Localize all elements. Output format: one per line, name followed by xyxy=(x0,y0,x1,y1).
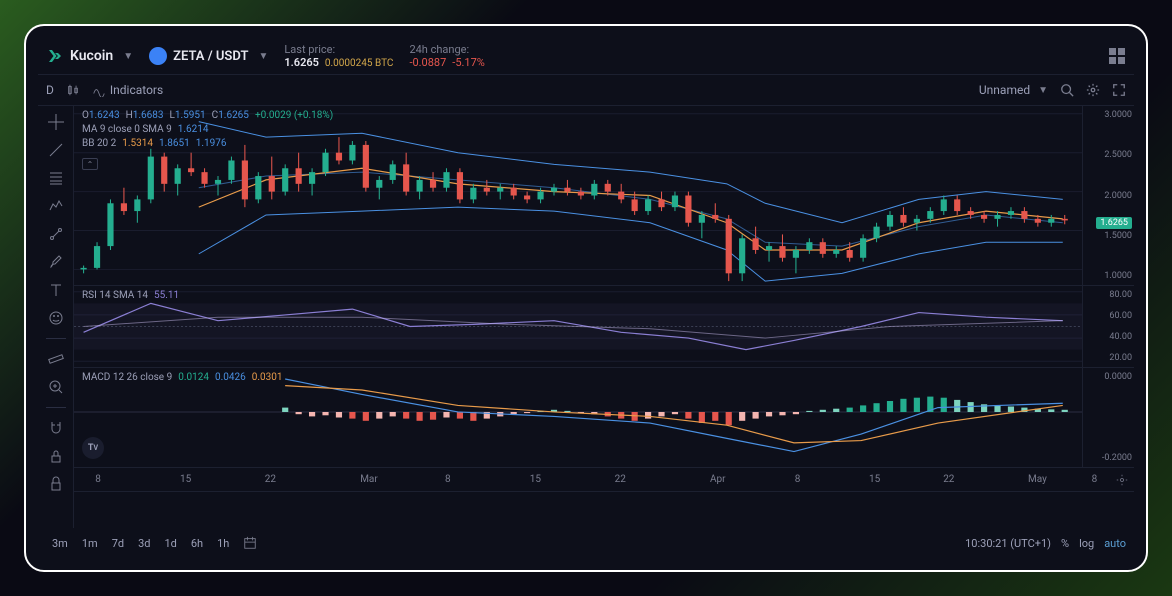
exchange-name: Kucoin xyxy=(70,48,113,64)
xaxis-label: Apr xyxy=(710,474,726,485)
chevron-down-icon: ▼ xyxy=(123,51,133,62)
last-price-label: Last price: xyxy=(284,43,393,56)
xaxis-label: 22 xyxy=(943,474,954,485)
magnet-icon[interactable] xyxy=(48,420,64,436)
indicators-button[interactable]: Indicators xyxy=(92,83,163,97)
emoji-icon[interactable] xyxy=(48,310,64,326)
rsi-chart[interactable]: RSI 14 SMA 1455.11 80.0060.0040.0020.00 xyxy=(74,286,1134,368)
trading-pair: ZETA / USDT xyxy=(173,49,248,64)
range-6h[interactable]: 6h xyxy=(185,535,209,552)
price-chart[interactable]: O1.6243 H1.6683 L1.5951 C1.6265 +0.0029 … xyxy=(74,106,1134,286)
xaxis-label: 22 xyxy=(615,474,626,485)
change-stat: 24h change: -0.0887 -5.17% xyxy=(409,43,484,69)
last-price-value: 1.6265 xyxy=(284,56,319,69)
last-price-btc: 0.0000245 BTC xyxy=(325,58,394,69)
separator xyxy=(46,338,66,339)
time-axis[interactable]: 81522Mar81522Apr81522May815 xyxy=(74,468,1134,492)
fx-icon xyxy=(92,83,106,97)
lock-icon[interactable] xyxy=(48,476,64,492)
range-1d[interactable]: 1d xyxy=(158,535,182,552)
zoom-icon[interactable] xyxy=(48,379,64,395)
macd-yaxis[interactable]: 0.0000-0.2000 xyxy=(1082,368,1134,467)
kucoin-logo-icon xyxy=(46,47,64,65)
range-1h[interactable]: 1h xyxy=(211,535,235,552)
layout-name[interactable]: Unnamed▼ xyxy=(979,83,1048,97)
price-yaxis[interactable]: 3.00002.50002.00001.50001.00001.6265 xyxy=(1082,106,1134,285)
separator xyxy=(46,407,66,408)
auto-toggle[interactable]: auto xyxy=(1104,537,1126,550)
xaxis-label: Mar xyxy=(360,474,378,485)
xaxis-label: 15 xyxy=(180,474,191,485)
ruler-icon[interactable] xyxy=(48,351,64,367)
fullscreen-icon[interactable] xyxy=(1112,83,1126,97)
bb-readout: BB 20 2 1.5314 1.8651 1.1976 xyxy=(82,138,227,149)
change-pct: -5.17% xyxy=(452,56,485,69)
price-svg xyxy=(74,106,1082,285)
chart-frame: Kucoin ▼ ZETA / USDT ▼ Last price: 1.626… xyxy=(24,24,1148,572)
crosshair-icon[interactable] xyxy=(48,114,64,130)
current-price-tag: 1.6265 xyxy=(1096,217,1132,229)
range-7d[interactable]: 7d xyxy=(106,535,130,552)
drawing-toolbar xyxy=(38,106,74,528)
trendline-icon[interactable] xyxy=(48,142,64,158)
xaxis-label: 8 xyxy=(95,474,101,485)
pct-toggle[interactable]: % xyxy=(1061,537,1069,550)
lock-drawing-icon[interactable] xyxy=(48,448,64,464)
layout-grid-icon[interactable] xyxy=(1108,47,1126,65)
chart-toolbar: D Indicators Unnamed▼ xyxy=(38,74,1134,106)
fib-icon[interactable] xyxy=(48,170,64,186)
exchange-selector[interactable]: Kucoin ▼ xyxy=(46,47,133,65)
range-3d[interactable]: 3d xyxy=(132,535,156,552)
change-abs: -0.0887 xyxy=(409,56,446,69)
xaxis-label: 8 xyxy=(445,474,451,485)
pattern-icon[interactable] xyxy=(48,198,64,214)
clock[interactable]: 10:30:21 (UTC+1) xyxy=(965,537,1051,550)
xaxis-label: 8 xyxy=(795,474,801,485)
timeframe-button[interactable]: D xyxy=(46,83,54,97)
main-area: O1.6243 H1.6683 L1.5951 C1.6265 +0.0029 … xyxy=(38,106,1134,528)
coin-icon xyxy=(149,47,167,65)
axis-gear-icon[interactable] xyxy=(1116,474,1128,486)
range-buttons: 3m1m7d3d1d6h1h xyxy=(46,535,235,552)
ma-readout: MA 9 close 0 SMA 91.6214 xyxy=(82,124,208,135)
footer: 3m1m7d3d1d6h1h 10:30:21 (UTC+1) % log au… xyxy=(38,528,1134,558)
last-price-stat: Last price: 1.6265 0.0000245 BTC xyxy=(284,43,393,69)
xaxis-label: May xyxy=(1028,474,1047,485)
change-label: 24h change: xyxy=(409,43,484,56)
forecast-icon[interactable] xyxy=(48,226,64,242)
brush-icon[interactable] xyxy=(48,254,64,270)
macd-readout: MACD 12 26 close 9 0.0124 0.0426 0.0301 xyxy=(82,372,282,383)
macd-chart[interactable]: MACD 12 26 close 9 0.0124 0.0426 0.0301 … xyxy=(74,368,1134,468)
rsi-yaxis[interactable]: 80.0060.0040.0020.00 xyxy=(1082,286,1134,367)
rsi-svg xyxy=(74,286,1082,367)
xaxis-label: 8 xyxy=(1092,474,1098,485)
header: Kucoin ▼ ZETA / USDT ▼ Last price: 1.626… xyxy=(38,38,1134,74)
pair-selector[interactable]: ZETA / USDT ▼ xyxy=(149,47,268,65)
rsi-readout: RSI 14 SMA 1455.11 xyxy=(82,290,179,301)
range-1m[interactable]: 1m xyxy=(76,535,104,552)
calendar-icon[interactable] xyxy=(243,536,257,550)
xaxis-label: 15 xyxy=(530,474,541,485)
gear-icon[interactable] xyxy=(1086,83,1100,97)
ohlc-readout: O1.6243 H1.6683 L1.5951 C1.6265 +0.0029 … xyxy=(82,110,333,121)
search-icon[interactable] xyxy=(1060,83,1074,97)
xaxis-label: 15 xyxy=(869,474,880,485)
charts-container: O1.6243 H1.6683 L1.5951 C1.6265 +0.0029 … xyxy=(74,106,1134,528)
text-icon[interactable] xyxy=(48,282,64,298)
log-toggle[interactable]: log xyxy=(1079,537,1094,550)
range-3m[interactable]: 3m xyxy=(46,535,74,552)
candle-type-icon[interactable] xyxy=(66,83,80,97)
chevron-down-icon: ▼ xyxy=(258,51,268,62)
xaxis-label: 22 xyxy=(265,474,276,485)
collapse-indicators-button[interactable]: ⌃ xyxy=(82,158,98,170)
